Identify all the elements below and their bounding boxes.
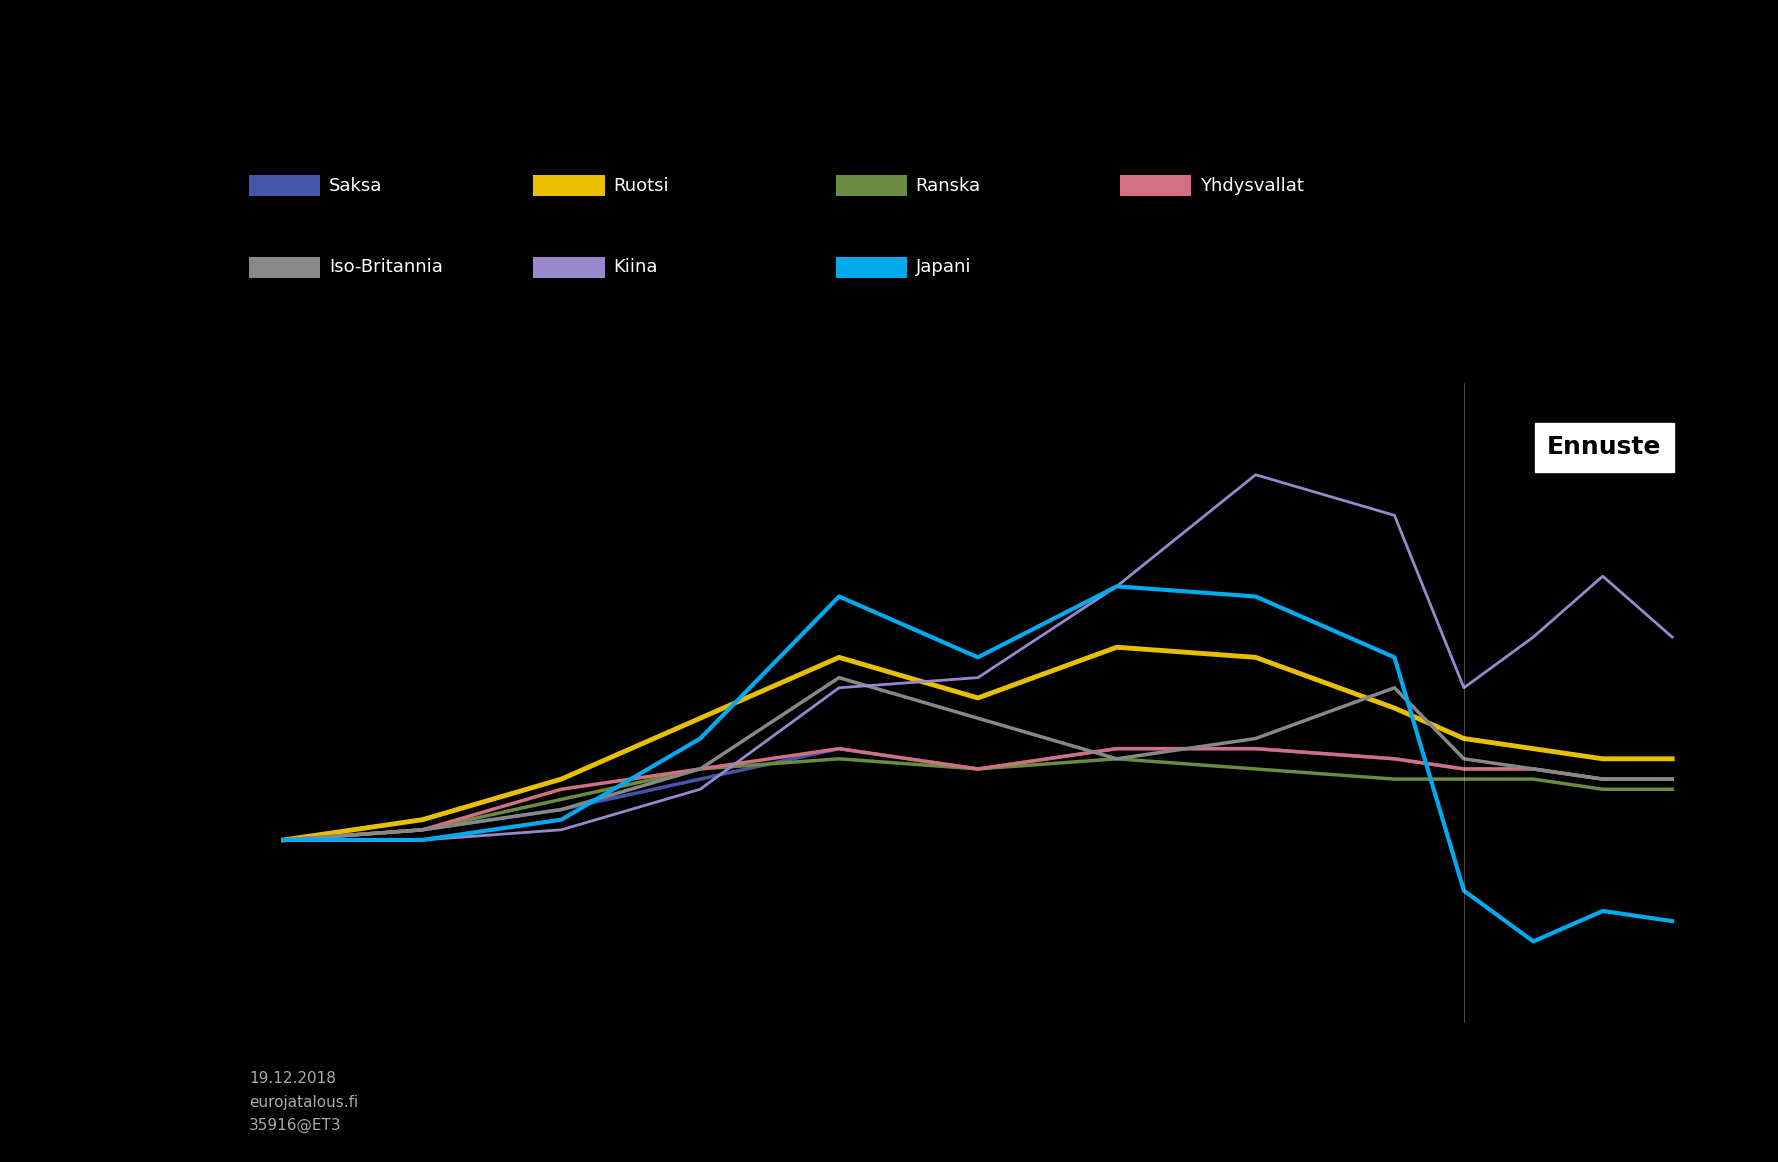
Text: Ruotsi: Ruotsi [613, 177, 669, 195]
Text: Iso-Britannia: Iso-Britannia [329, 258, 443, 277]
Text: eurojatalous.fi: eurojatalous.fi [249, 1095, 357, 1110]
Text: Yhdysvallat: Yhdysvallat [1200, 177, 1303, 195]
Text: Japani: Japani [916, 258, 971, 277]
Text: 19.12.2018: 19.12.2018 [249, 1071, 336, 1086]
Text: Ranska: Ranska [916, 177, 981, 195]
Text: Kiina: Kiina [613, 258, 658, 277]
Text: Ennuste: Ennuste [1547, 436, 1662, 459]
Text: 35916@ET3: 35916@ET3 [249, 1118, 341, 1133]
Text: Saksa: Saksa [329, 177, 382, 195]
